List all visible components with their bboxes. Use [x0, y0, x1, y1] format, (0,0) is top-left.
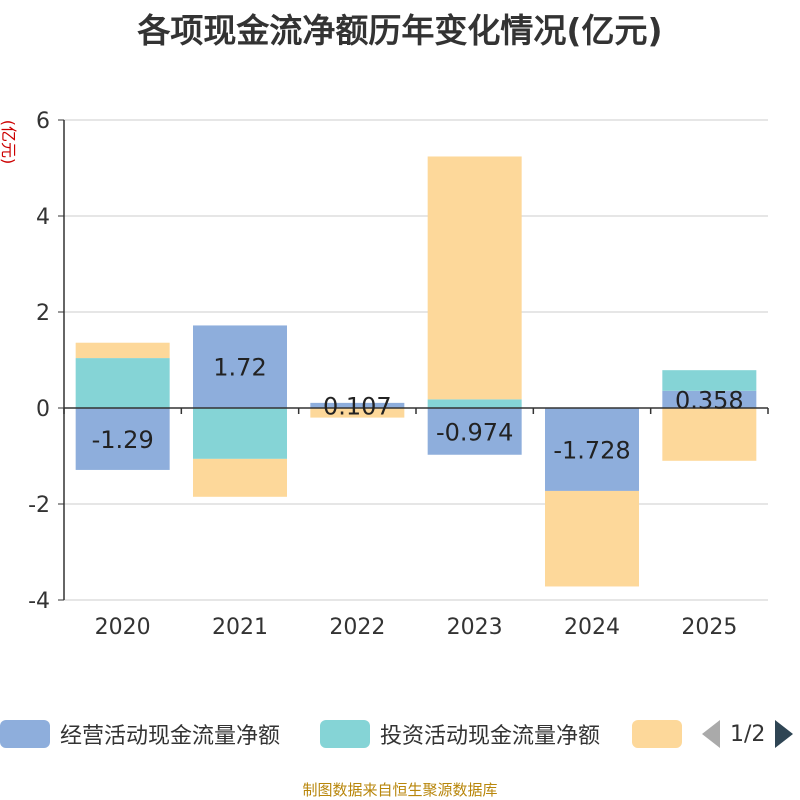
bar-financing — [427, 156, 522, 400]
pager-next-icon[interactable] — [775, 720, 794, 748]
y-tick-label: 2 — [36, 301, 50, 326]
bar-investing — [75, 358, 170, 408]
legend-item-investing[interactable]: 投资活动现金流量净额 — [320, 716, 600, 752]
legend-item-operating[interactable]: 经营活动现金流量净额 — [0, 716, 280, 752]
chart-canvas: -4 -2 0 2 4 6 2020 2021 2022 2023 2024 2025 -1.29 1.7… — [28, 109, 769, 640]
legend-swatch-financing — [632, 720, 682, 748]
data-label: 1.72 — [213, 354, 266, 382]
data-label: 0.358 — [675, 386, 744, 414]
chart-title: 各项现金流净额历年变化情况(亿元) — [137, 11, 663, 50]
y-tick-label: 4 — [36, 205, 50, 230]
legend-label-investing: 投资活动现金流量净额 — [380, 724, 601, 749]
bar-operating — [310, 402, 405, 408]
x-tick-label: 2024 — [564, 615, 620, 640]
legend-item-financing[interactable] — [632, 716, 692, 752]
bar-investing — [427, 399, 522, 408]
x-tick-label: 2021 — [212, 615, 268, 640]
bar-financing — [662, 408, 757, 461]
bar-operating — [545, 408, 639, 491]
bar-investing — [193, 408, 287, 459]
y-tick-label: 0 — [36, 397, 50, 422]
x-tick-label: 2022 — [329, 615, 385, 640]
x-tick-label: 2025 — [681, 615, 737, 640]
legend: 经营活动现金流量净额 投资活动现金流量净额 1/2 — [0, 716, 800, 752]
data-source: 制图数据来自恒生聚源数据库 — [302, 781, 498, 799]
y-tick-label: 6 — [36, 109, 50, 134]
bar-investing — [662, 370, 757, 391]
data-label: -0.974 — [436, 418, 513, 446]
x-tick-label: 2020 — [95, 615, 151, 640]
bar-operating — [193, 325, 287, 408]
data-label: 0.107 — [323, 392, 392, 420]
legend-swatch-investing — [320, 720, 370, 748]
legend-pager: 1/2 — [702, 716, 794, 752]
data-label: -1.728 — [553, 436, 630, 464]
y-tick-label: -4 — [28, 589, 50, 614]
data-label: -1.29 — [92, 426, 154, 454]
bar-operating — [75, 408, 170, 470]
bar-financing — [75, 342, 170, 359]
bar-operating — [662, 390, 757, 408]
legend-swatch-operating — [0, 720, 50, 748]
x-tick-label: 2023 — [447, 615, 503, 640]
bar-financing — [193, 458, 287, 497]
pager-text: 1/2 — [730, 721, 766, 747]
pager-prev-icon[interactable] — [702, 720, 720, 748]
y-tick-label: -2 — [28, 493, 50, 518]
bar-financing — [310, 408, 405, 418]
legend-label-operating: 经营活动现金流量净额 — [60, 724, 281, 749]
bar-operating — [427, 408, 522, 455]
bar-financing — [545, 490, 639, 587]
